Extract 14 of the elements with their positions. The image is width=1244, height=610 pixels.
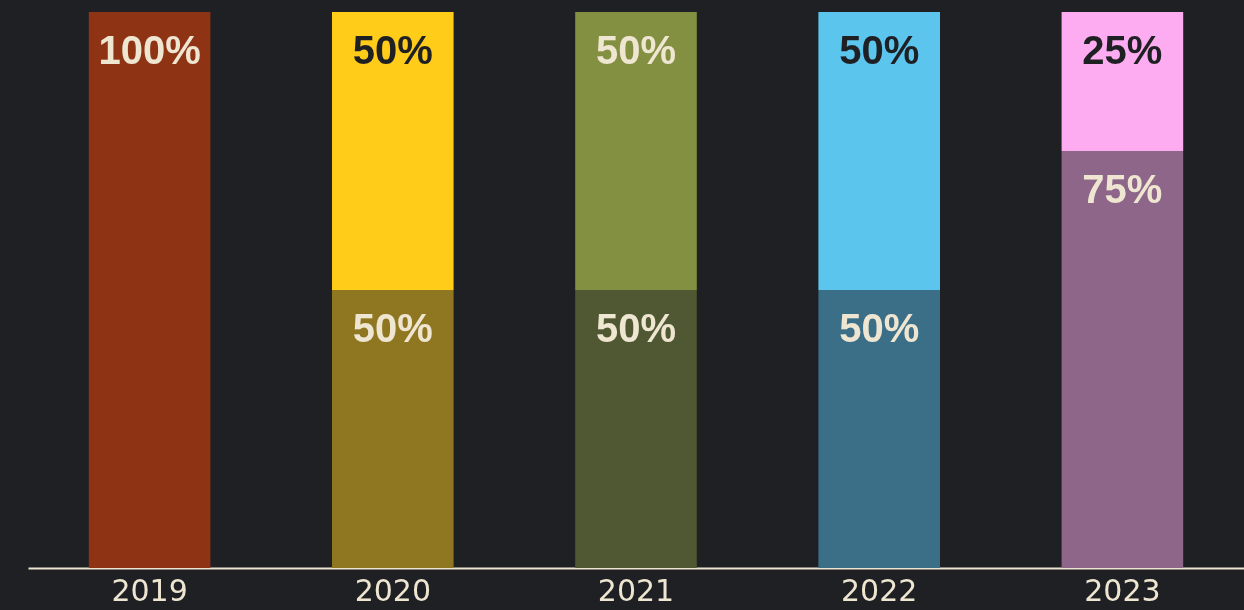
data-label: 50% xyxy=(595,306,677,350)
x-tick-label: 2021 xyxy=(597,572,675,608)
data-label: 25% xyxy=(1082,28,1163,72)
data-label: 50% xyxy=(352,28,433,72)
x-tick-label: 2023 xyxy=(1084,572,1161,608)
data-label: 50% xyxy=(839,306,920,350)
data-label: 100% xyxy=(98,28,201,72)
x-tick-label: 2020 xyxy=(354,572,431,608)
data-label: 50% xyxy=(352,306,433,350)
data-label: 50% xyxy=(595,28,677,72)
x-tick-label: 2022 xyxy=(841,572,918,608)
x-tick-label: 2019 xyxy=(111,572,188,608)
data-label: 50% xyxy=(839,28,920,72)
data-label: 75% xyxy=(1082,167,1163,211)
